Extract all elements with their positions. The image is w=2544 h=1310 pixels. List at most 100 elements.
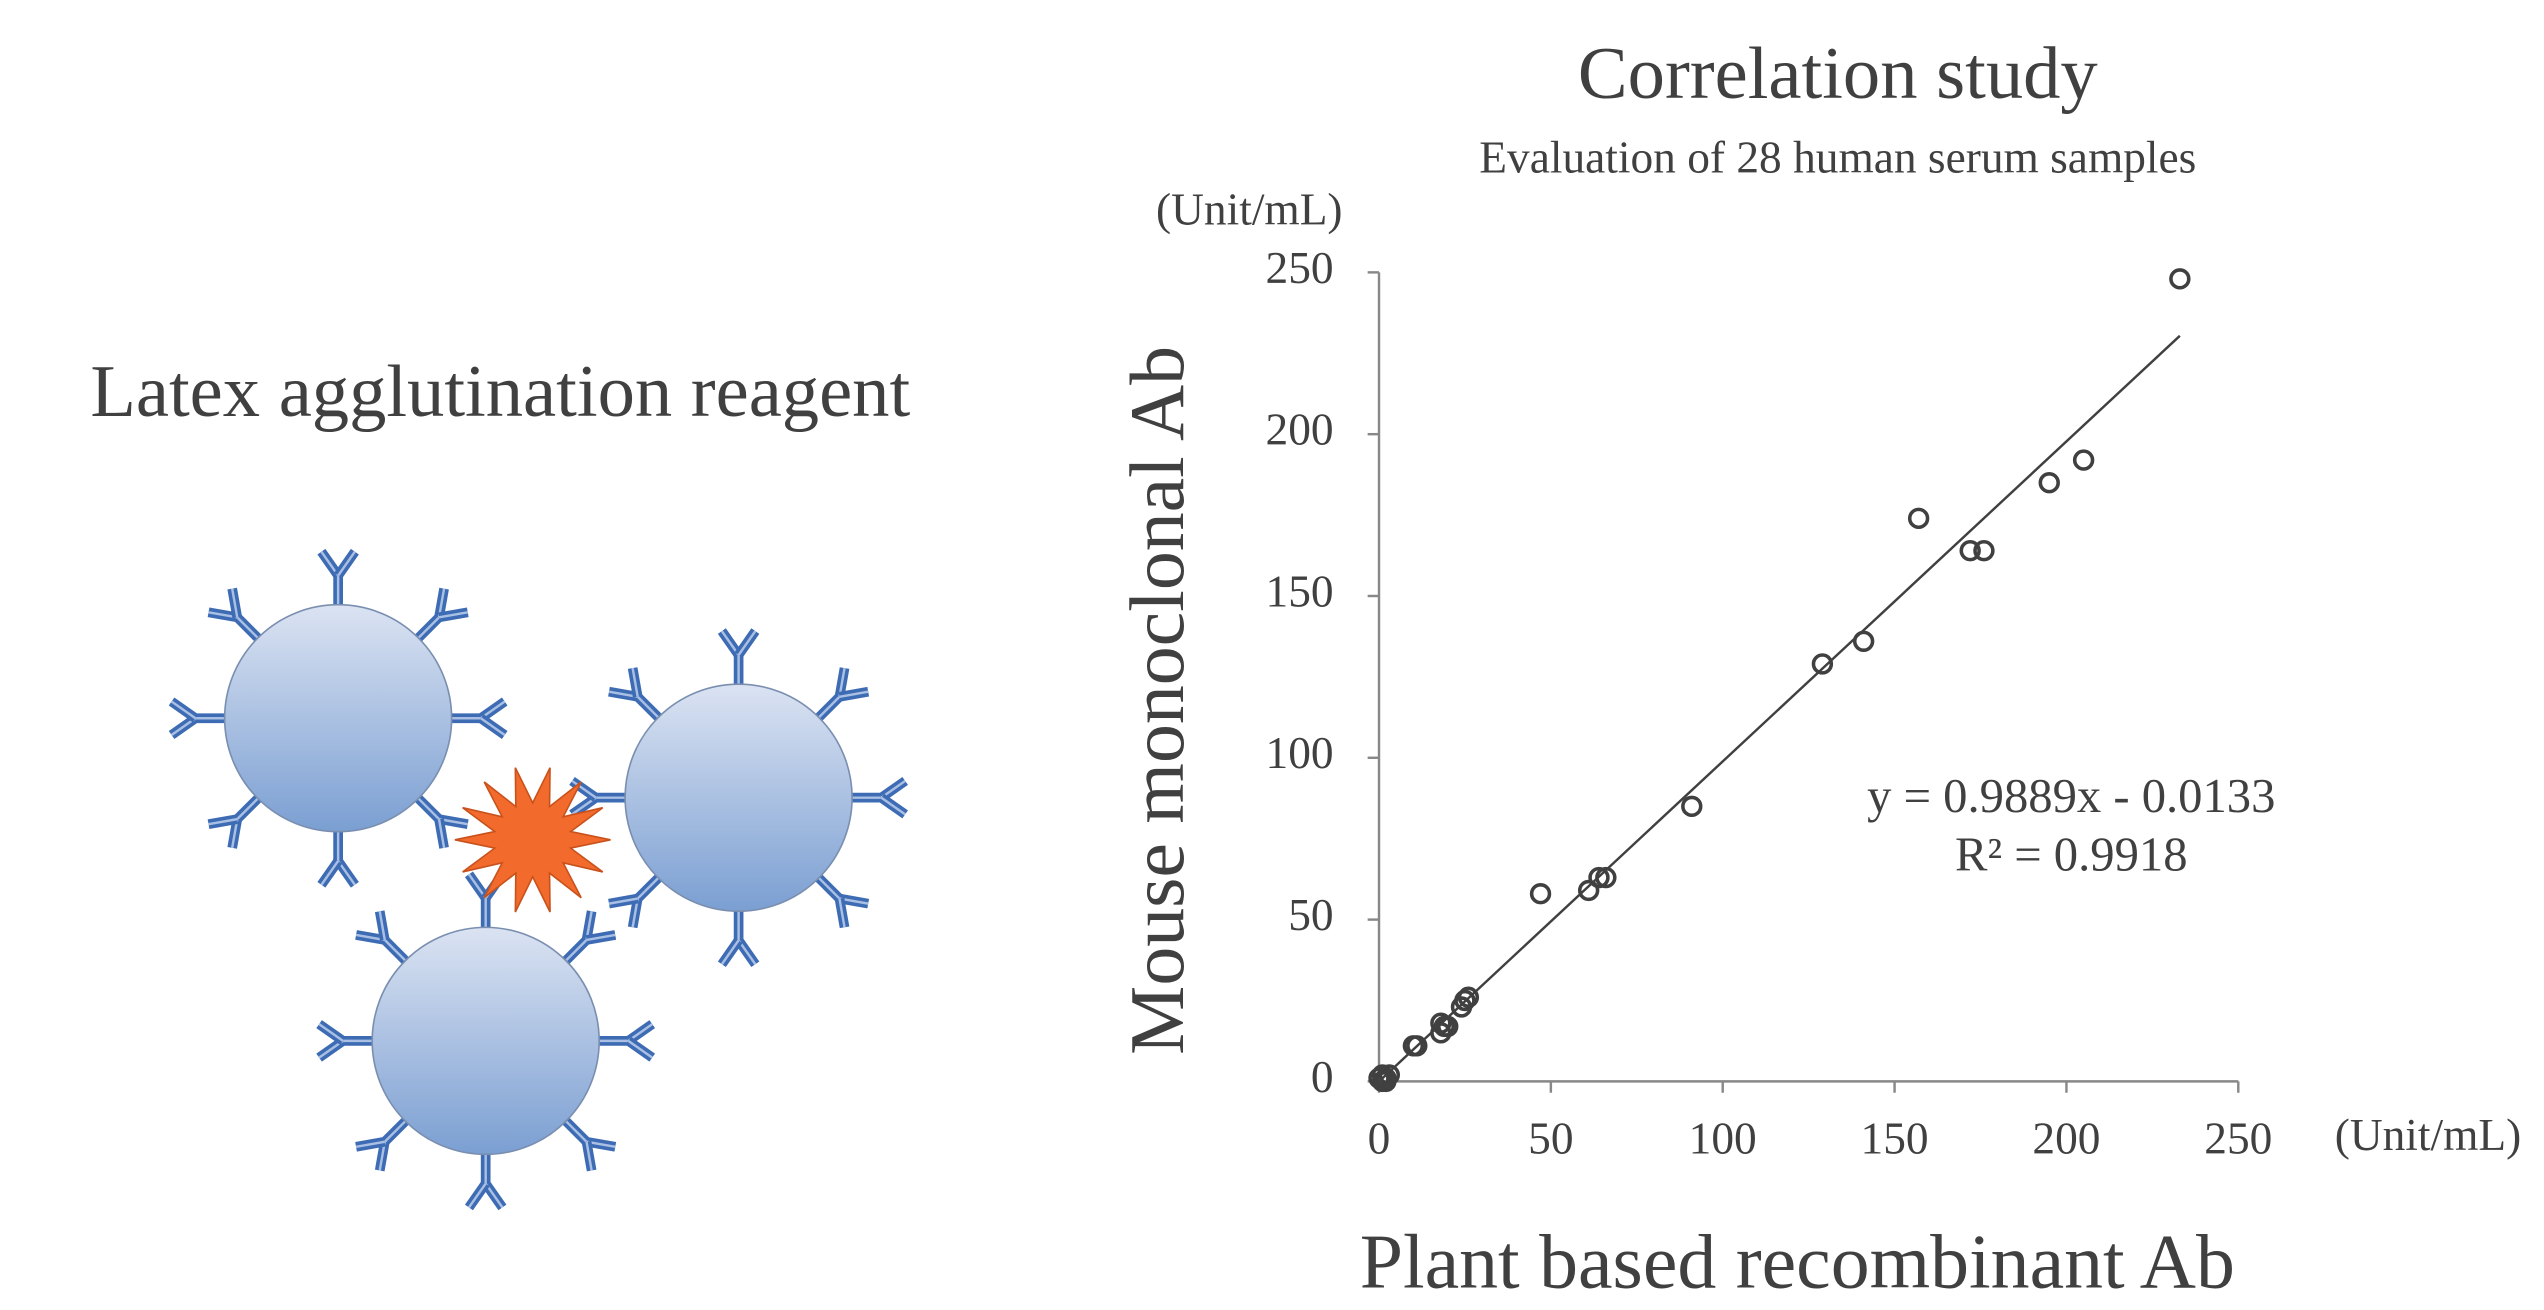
arm-inner — [608, 897, 638, 905]
antibody-arm — [227, 587, 243, 619]
antibody-arm — [608, 893, 639, 909]
antibody-arm — [838, 686, 870, 702]
antibody — [717, 628, 760, 688]
antibody — [608, 667, 665, 724]
data-point — [1811, 653, 1834, 675]
antibody-stem-inner — [236, 795, 262, 820]
latex-bead — [624, 683, 853, 912]
antibody-stem-inner — [636, 874, 662, 900]
antibody — [412, 587, 469, 644]
antibody-arm — [585, 930, 617, 945]
trendline-equation: y = 0.9889x - 0.0133 — [1867, 769, 2275, 823]
data-point — [1681, 795, 1703, 818]
arm-inner — [480, 717, 506, 736]
data-point — [1577, 879, 1600, 902]
data-point — [1852, 630, 1875, 652]
antibody — [317, 828, 359, 888]
antibody-stem-inner — [562, 1117, 588, 1143]
data-point — [1595, 866, 1617, 889]
antibody-arm — [464, 1180, 490, 1211]
data-point — [2072, 449, 2095, 471]
antibody — [595, 1020, 656, 1062]
antibody-stem-inner — [415, 795, 440, 820]
antibody-stem-inner — [562, 939, 588, 964]
arm-inner — [438, 611, 468, 619]
y-tick-label: 200 — [1266, 405, 1334, 455]
antibody-arm — [434, 818, 449, 849]
y-tick-label: 50 — [1288, 890, 1333, 940]
antibody — [608, 872, 665, 929]
antibody-arm — [717, 937, 743, 968]
data-point — [1454, 989, 1476, 1012]
antibody-arm — [438, 607, 469, 623]
data-point — [1588, 866, 1610, 889]
antibody-arm — [569, 776, 599, 802]
x-axis-label: Plant based recombinant Ab — [1360, 1218, 2235, 1304]
x-tick-label: 150 — [1861, 1113, 1929, 1163]
antibody-arm — [317, 858, 343, 888]
antibody-stem-inner — [815, 695, 841, 721]
data-point — [1437, 1015, 1459, 1038]
data-point — [1907, 507, 1930, 530]
antibody-stem-inner — [815, 874, 841, 900]
arm-inner — [378, 911, 386, 941]
antibody — [569, 776, 629, 819]
x-tick-label: 100 — [1689, 1113, 1757, 1163]
antibody — [207, 587, 264, 644]
arm-inner — [320, 860, 340, 886]
antibody-arm — [734, 628, 760, 658]
antibody — [316, 1020, 376, 1062]
x-tick-label: 50 — [1528, 1113, 1573, 1163]
illustration-title: Latex agglutination reagent — [90, 351, 910, 433]
antibody — [207, 792, 264, 849]
arm-inner — [839, 690, 869, 698]
arm-inner — [230, 588, 239, 618]
antibody-arm — [374, 910, 390, 941]
antibody-arm — [478, 714, 508, 739]
antibody-arm — [834, 897, 850, 929]
arm-inner — [586, 933, 616, 942]
arm-inner — [571, 779, 597, 799]
antibody-arm — [625, 1036, 656, 1062]
y-tick-label: 0 — [1311, 1052, 1334, 1102]
antibody-stem-inner — [383, 939, 409, 964]
data-point — [1959, 539, 1981, 562]
antibody — [717, 907, 760, 968]
antibody-stem-inner — [383, 1117, 409, 1143]
y-tick-label: 250 — [1266, 243, 1334, 293]
data-point — [1529, 883, 1552, 905]
antibody — [317, 548, 359, 608]
antibody — [168, 697, 228, 739]
latex-bead — [223, 603, 453, 833]
antibody — [813, 667, 870, 724]
data-point — [1406, 1035, 1428, 1057]
antibody — [355, 1115, 412, 1172]
antibody-arm — [207, 814, 239, 829]
x-tick-label: 250 — [2204, 1113, 2272, 1163]
antibody-arm — [168, 697, 199, 723]
antibody — [412, 792, 469, 849]
y-tick-label: 100 — [1266, 728, 1334, 778]
arm-inner — [318, 1023, 344, 1042]
trendline — [1378, 334, 2181, 1083]
arm-inner — [337, 550, 356, 577]
antibody — [813, 872, 870, 929]
arm-inner — [467, 1182, 487, 1209]
reaction-star — [454, 767, 611, 913]
arm-inner — [585, 1141, 593, 1171]
arm-inner — [437, 818, 446, 849]
antibody-stem-inner — [236, 616, 262, 642]
data-point — [2169, 268, 2191, 290]
arm-inner — [880, 796, 906, 816]
arm-inner — [208, 817, 238, 826]
x-unit: (Unit/mL) — [2335, 1110, 2522, 1160]
arm-inner — [355, 1140, 386, 1149]
x-tick-label: 200 — [2032, 1113, 2100, 1163]
y-axis-label: Mouse monoclonal Ab — [1114, 346, 1200, 1055]
antibody — [355, 910, 412, 967]
data-point — [1457, 986, 1480, 1008]
antibody-arm — [334, 548, 359, 579]
antibody — [560, 1115, 617, 1172]
